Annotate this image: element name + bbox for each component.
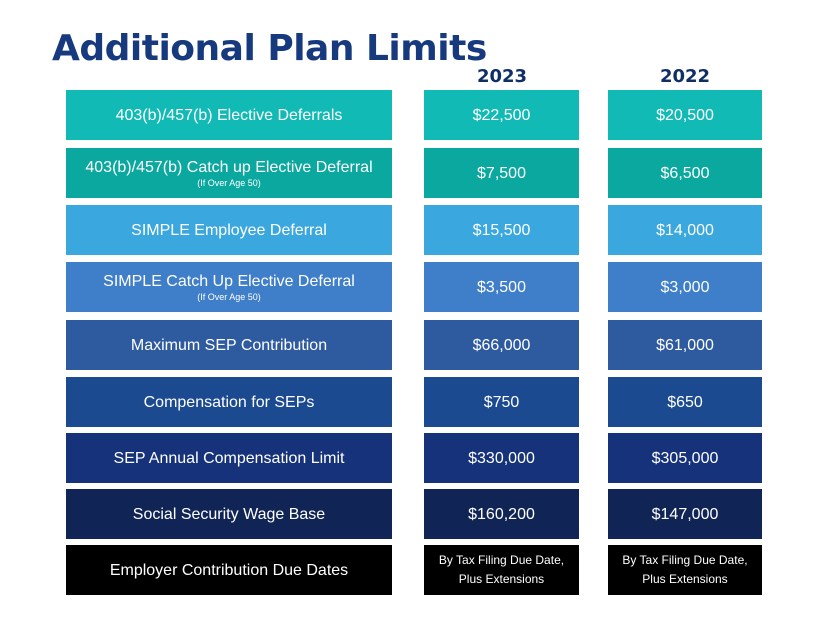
table-row: SIMPLE Catch Up Elective Deferral (If Ove… <box>0 262 828 312</box>
value-text: $7,500 <box>477 164 526 182</box>
value-text: $6,500 <box>660 164 710 182</box>
value-cell-2023: $3,500 <box>424 262 579 312</box>
value-cell-2023: $22,500 <box>424 90 579 140</box>
value-text: By Tax Filing Due Date, Plus Extensions <box>622 553 748 586</box>
value-cell-2022: $305,000 <box>608 433 762 483</box>
row-label-cell: SIMPLE Catch Up Elective Deferral (If Ove… <box>66 262 392 312</box>
value-text: $15,500 <box>472 221 531 239</box>
row-sublabel: (If Over Age 50) <box>197 291 261 302</box>
value-cell-2023: $15,500 <box>424 205 579 255</box>
value-cell-2022: $3,000 <box>608 262 762 312</box>
row-label: Maximum SEP Contribution <box>130 336 328 354</box>
value-text: $750 <box>483 393 520 411</box>
value-text: By Tax Filing Due Date, Plus Extensions <box>438 553 565 586</box>
row-label: SIMPLE Catch Up Elective Deferral <box>103 272 355 290</box>
column-header-2022: 2022 <box>659 66 711 87</box>
table-row: 403(b)/457(b) Catch up Elective Deferral… <box>0 148 828 198</box>
value-cell-2022: $6,500 <box>608 148 762 198</box>
value-text: $14,000 <box>656 221 714 239</box>
row-label-cell: SEP Annual Compensation Limit <box>66 433 392 483</box>
value-cell-2023: $66,000 <box>424 320 579 370</box>
value-cell-2023: $7,500 <box>424 148 579 198</box>
value-text: $3,000 <box>660 278 710 296</box>
value-cell-2022: $14,000 <box>608 205 762 255</box>
value-text: $650 <box>667 393 703 411</box>
row-label-cell: Employer Contribution Due Dates <box>66 545 392 595</box>
value-cell-2022: $61,000 <box>608 320 762 370</box>
row-label: Compensation for SEPs <box>143 393 315 411</box>
row-label: SIMPLE Employee Deferral <box>131 221 327 239</box>
value-text: $3,500 <box>477 278 526 296</box>
table-row: SIMPLE Employee Deferral $15,500 $14,000 <box>0 205 828 255</box>
table-row: Social Security Wage Base $160,200 $147,00… <box>0 489 828 539</box>
table-row: SEP Annual Compensation Limit $330,000 $30… <box>0 433 828 483</box>
row-label: Employer Contribution Due Dates <box>109 561 349 579</box>
row-label: 403(b)/457(b) Elective Deferrals <box>115 106 343 124</box>
page-title: Additional Plan Limits <box>52 28 487 69</box>
row-label-cell: Social Security Wage Base <box>66 489 392 539</box>
row-label-cell: Maximum SEP Contribution <box>66 320 392 370</box>
value-text: $22,500 <box>472 106 531 124</box>
row-label: Social Security Wage Base <box>132 505 326 523</box>
row-sublabel: (If Over Age 50) <box>197 177 261 188</box>
table-row: Employer Contribution Due Dates By Tax Fi… <box>0 545 828 595</box>
value-cell-2022: $650 <box>608 377 762 427</box>
value-cell-2022: $20,500 <box>608 90 762 140</box>
value-cell-2022: $147,000 <box>608 489 762 539</box>
row-label-cell: Compensation for SEPs <box>66 377 392 427</box>
value-text: $61,000 <box>656 336 714 354</box>
value-text: $305,000 <box>651 449 719 467</box>
table-row: Compensation for SEPs $750 $650 <box>0 377 828 427</box>
value-text: $20,500 <box>656 106 714 124</box>
row-label: SEP Annual Compensation Limit <box>113 449 345 467</box>
value-cell-2023: $160,200 <box>424 489 579 539</box>
row-label-cell: 403(b)/457(b) Elective Deferrals <box>66 90 392 140</box>
table-row: 403(b)/457(b) Elective Deferrals $22,500 $… <box>0 90 828 140</box>
row-label-cell: 403(b)/457(b) Catch up Elective Deferral… <box>66 148 392 198</box>
table-row: Maximum SEP Contribution $66,000 $61,000 <box>0 320 828 370</box>
value-cell-2023: $750 <box>424 377 579 427</box>
column-header-2023: 2023 <box>476 66 528 87</box>
value-cell-2023: $330,000 <box>424 433 579 483</box>
value-cell-2023: By Tax Filing Due Date, Plus Extensions <box>424 545 579 595</box>
value-cell-2022: By Tax Filing Due Date, Plus Extensions <box>608 545 762 595</box>
row-label: 403(b)/457(b) Catch up Elective Deferral <box>85 158 373 176</box>
value-text: $160,200 <box>468 505 535 523</box>
value-text: $330,000 <box>468 449 535 467</box>
value-text: $147,000 <box>651 505 719 523</box>
value-text: $66,000 <box>472 336 531 354</box>
row-label-cell: SIMPLE Employee Deferral <box>66 205 392 255</box>
